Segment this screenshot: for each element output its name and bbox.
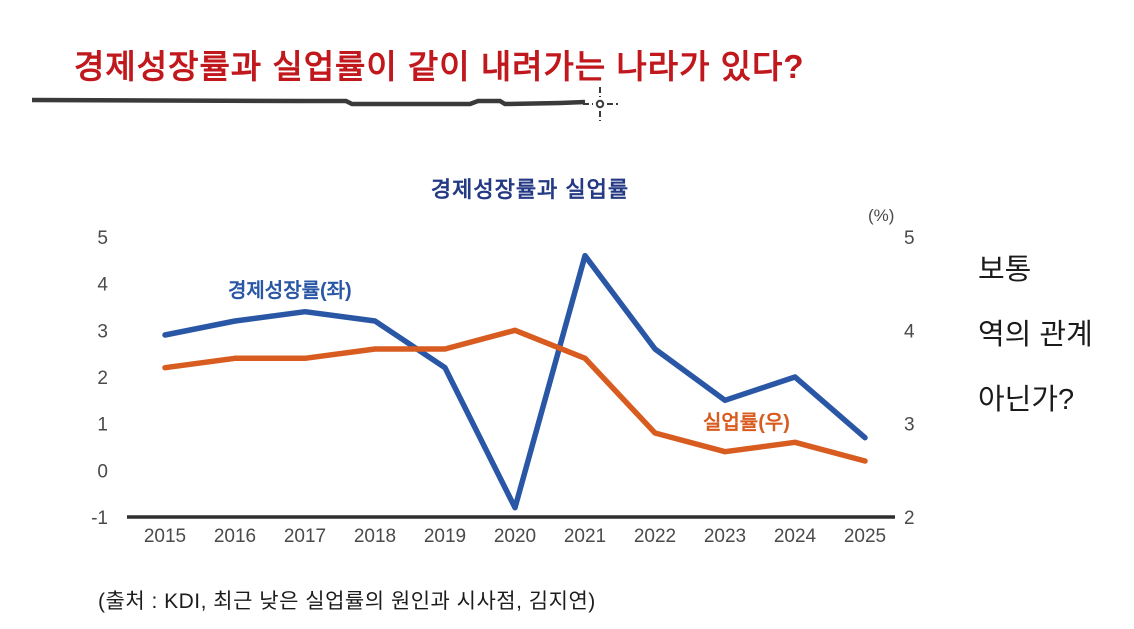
annotation-line-3: 아닌가?: [978, 384, 1075, 416]
source-citation: (출처 : KDI, 최근 낮은 실업률의 원인과 시사점, 김지연): [98, 590, 596, 613]
right-axis-tick-label: 5: [904, 228, 915, 249]
side-annotation: 보통 역의 관계 아닌가?: [978, 238, 1093, 433]
x-axis-tick-label: 2016: [214, 526, 256, 547]
series-label-growth: 경제성장률(좌): [228, 280, 352, 302]
left-axis-tick-label: -1: [91, 508, 108, 529]
unemployment-rate-line: [162, 327, 868, 464]
series-label-unemployment: 실업률(우): [703, 412, 790, 434]
right-axis-tick-label: 3: [904, 415, 915, 436]
right-axis-unit-label: (%): [868, 206, 894, 225]
left-axis-tick-label: 3: [97, 321, 108, 342]
x-axis-tick-label: 2025: [844, 526, 886, 547]
x-axis-tick-label: 2015: [144, 526, 186, 547]
chart-title: 경제성장률과 실업률: [430, 177, 630, 202]
x-axis-tick-label: 2018: [354, 526, 396, 547]
annotation-line-2: 역의 관계: [978, 319, 1093, 351]
right-axis-tick-label: 2: [904, 508, 915, 529]
x-axis-tick-label: 2024: [774, 526, 817, 547]
right-axis-tick-label: 4: [904, 321, 915, 342]
x-axis-tick-label: 2020: [494, 526, 536, 547]
x-axis-tick-label: 2022: [634, 526, 676, 547]
left-axis-tick-label: 5: [97, 228, 108, 249]
left-axis-tick-label: 0: [97, 461, 108, 482]
left-axis-tick-label: 2: [97, 368, 108, 389]
slide-title: 경제성장률과 실업률이 같이 내려가는 나라가 있다?: [74, 48, 805, 85]
growth-rate-line: [162, 252, 868, 511]
left-axis-tick-label: 1: [97, 415, 108, 436]
x-axis-tick-label: 2023: [704, 526, 746, 547]
x-axis-tick-label: 2017: [284, 526, 326, 547]
annotation-line-1: 보통: [978, 254, 1032, 286]
x-axis-tick-label: 2019: [424, 526, 466, 547]
left-axis-tick-label: 4: [97, 275, 108, 296]
x-axis-tick-label: 2021: [564, 526, 606, 547]
